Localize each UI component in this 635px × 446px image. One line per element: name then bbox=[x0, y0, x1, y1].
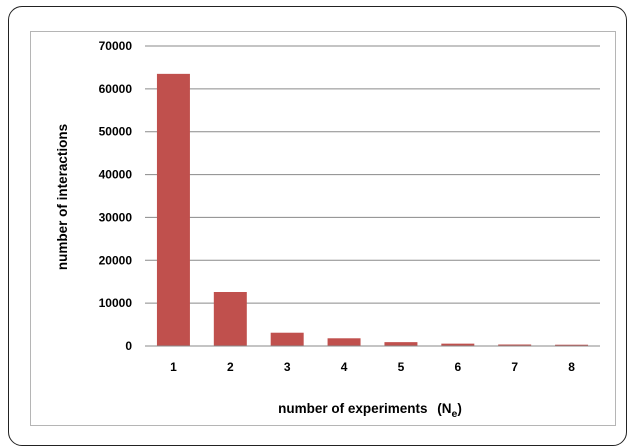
x-axis-title-subscript: e bbox=[451, 408, 457, 420]
x-axis-title-close: ) bbox=[457, 401, 462, 416]
y-tick-label: 70000 bbox=[99, 39, 133, 53]
y-tick-label: 20000 bbox=[99, 253, 133, 267]
x-tick-label: 3 bbox=[284, 360, 291, 374]
y-axis-title: number of interactions bbox=[55, 124, 70, 270]
y-tick-label: 50000 bbox=[99, 125, 133, 139]
bar-6 bbox=[441, 343, 475, 346]
x-tick-label: 4 bbox=[341, 360, 348, 374]
y-tick-label: 10000 bbox=[99, 296, 133, 310]
x-tick-label: 2 bbox=[227, 360, 234, 374]
gridlines bbox=[145, 45, 600, 304]
x-tick-labels: 1 2 3 4 5 6 7 8 bbox=[170, 360, 575, 374]
y-tick-labels: 0 10000 20000 30000 40000 50000 60000 70000 bbox=[99, 39, 133, 353]
x-axis-title-symbol: (N bbox=[437, 401, 451, 416]
bar-5 bbox=[384, 342, 418, 346]
y-tick-label: 30000 bbox=[99, 210, 133, 224]
y-tick-label: 40000 bbox=[99, 168, 133, 182]
x-tick-label: 1 bbox=[170, 360, 177, 374]
x-tick-label: 7 bbox=[511, 360, 518, 374]
x-axis-title: number of experiments (Ne) bbox=[278, 401, 462, 420]
y-tick-label: 60000 bbox=[99, 82, 133, 96]
x-tick-label: 8 bbox=[568, 360, 575, 374]
y-tick-label: 0 bbox=[125, 339, 132, 353]
bar-7 bbox=[498, 344, 532, 346]
bar-1 bbox=[156, 73, 190, 346]
x-axis-title-text: number of experiments bbox=[278, 401, 427, 416]
bar-2 bbox=[213, 292, 247, 346]
x-tick-label: 6 bbox=[454, 360, 461, 374]
x-tick-label: 5 bbox=[398, 360, 405, 374]
bar-8 bbox=[555, 344, 589, 346]
bar-chart: 0 10000 20000 30000 40000 50000 60000 70000 1 2 3… bbox=[55, 39, 600, 420]
bar-3 bbox=[270, 332, 304, 346]
chart-area bbox=[30, 31, 616, 426]
bars bbox=[156, 73, 589, 346]
bar-4 bbox=[327, 338, 361, 346]
